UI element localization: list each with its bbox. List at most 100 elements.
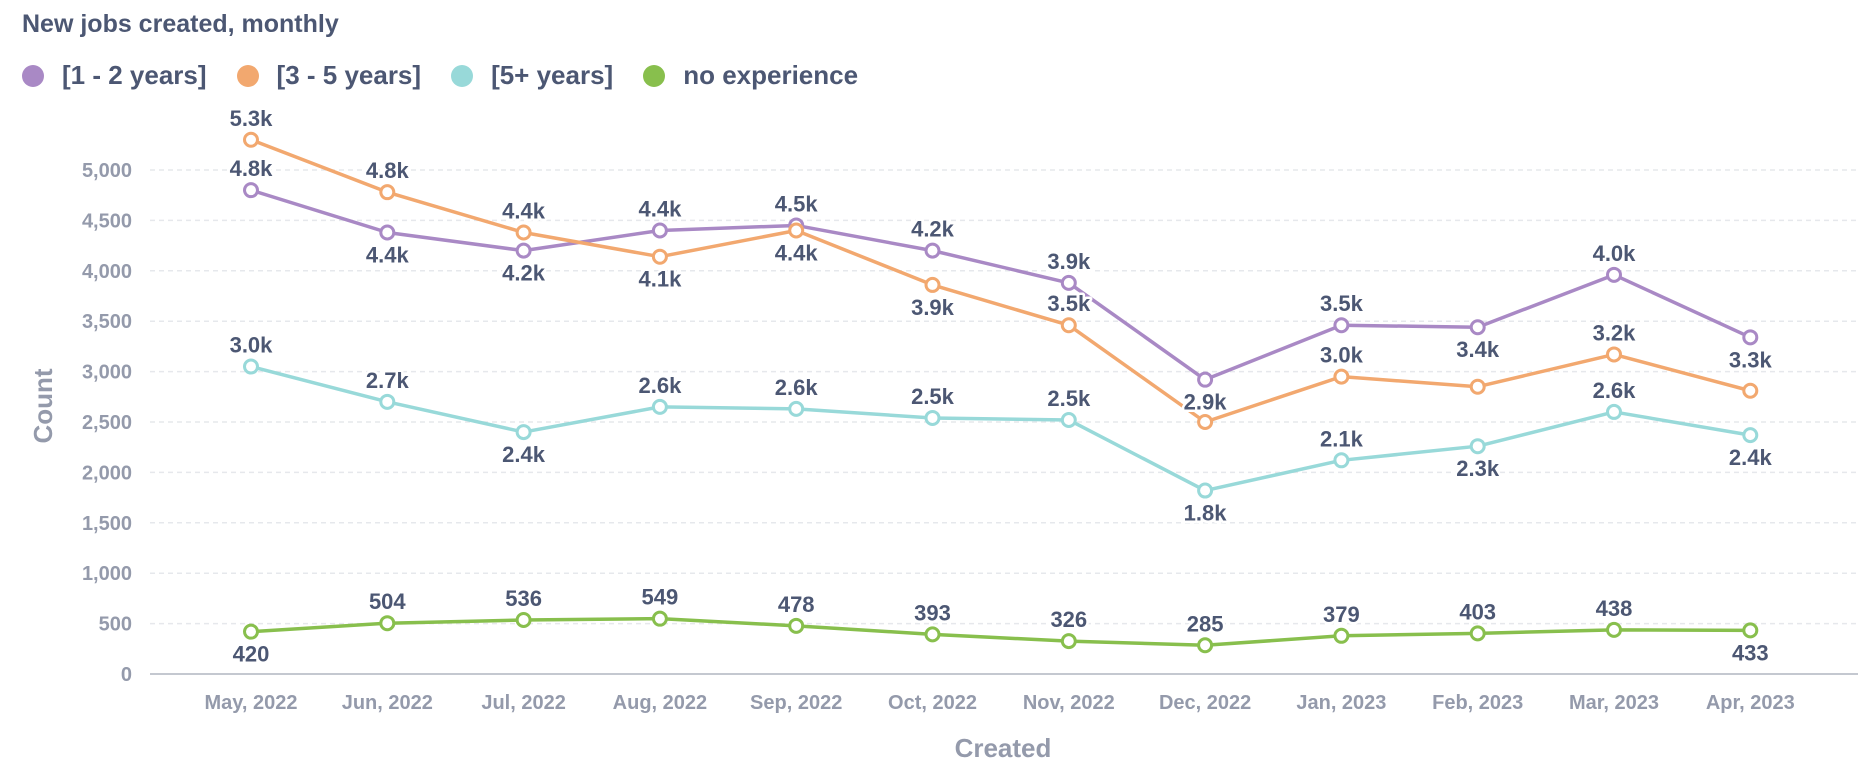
data-point[interactable]: [243, 358, 259, 375]
x-tick-label: Aug, 2022: [613, 692, 707, 714]
data-point[interactable]: [379, 615, 396, 632]
data-point[interactable]: [1742, 382, 1759, 399]
data-label: 3.9k: [911, 295, 955, 320]
data-point[interactable]: [1197, 371, 1214, 388]
y-tick-label: 2,500: [82, 412, 132, 434]
data-label: 4.2k: [502, 261, 546, 286]
y-tick-label: 500: [99, 614, 132, 636]
data-point[interactable]: [924, 626, 941, 643]
data-point[interactable]: [515, 611, 532, 628]
data-point[interactable]: [924, 242, 941, 259]
data-point[interactable]: [1606, 621, 1622, 638]
data-point[interactable]: [379, 184, 396, 201]
y-tick-label: 1,500: [82, 513, 132, 535]
data-point[interactable]: [1060, 411, 1077, 428]
data-point[interactable]: [515, 424, 532, 441]
data-point[interactable]: [1060, 317, 1077, 334]
data-point[interactable]: [788, 400, 805, 417]
data-point[interactable]: [1333, 452, 1350, 469]
x-tick-label: Jul, 2022: [481, 692, 566, 714]
series-line: [249, 188, 1753, 382]
data-label: 2.3k: [1456, 456, 1500, 481]
data-point[interactable]: [1469, 378, 1486, 395]
data-label: 2.7k: [366, 368, 410, 393]
legend: [1 - 2 years] [3 - 5 years] [5+ years] n…: [22, 60, 888, 91]
legend-item-1-2-years[interactable]: [1 - 2 years]: [22, 60, 207, 91]
data-point[interactable]: [788, 222, 805, 239]
data-label: 3.5k: [1047, 291, 1091, 316]
data-point[interactable]: [515, 224, 532, 241]
series-line: [249, 364, 1753, 493]
data-label: 536: [505, 586, 542, 611]
data-point[interactable]: [1197, 414, 1214, 430]
data-point[interactable]: [651, 398, 668, 415]
x-tick-label: Feb, 2023: [1432, 692, 1523, 714]
x-tick-label: Jun, 2022: [342, 692, 433, 714]
legend-label: [5+ years]: [491, 60, 614, 90]
data-point[interactable]: [1333, 317, 1350, 334]
data-point[interactable]: [243, 623, 259, 640]
data-point[interactable]: [651, 222, 668, 239]
data-point[interactable]: [243, 182, 259, 199]
legend-dot-1-2-years: [22, 64, 44, 87]
x-tick-label: Apr, 2023: [1706, 692, 1795, 714]
data-label: 4.5k: [775, 191, 819, 216]
data-label: 504: [369, 589, 406, 614]
data-label: 403: [1459, 599, 1496, 624]
data-label: 3.5k: [1320, 291, 1364, 316]
data-label: 3.0k: [230, 333, 274, 358]
y-tick-label: 0: [121, 664, 132, 686]
data-label: 2.9k: [1184, 390, 1228, 415]
data-label: 549: [642, 585, 679, 610]
legend-item-3-5-years[interactable]: [3 - 5 years]: [236, 60, 421, 91]
data-point[interactable]: [379, 393, 396, 410]
data-point[interactable]: [1742, 622, 1759, 639]
legend-item-5-plus-years[interactable]: [5+ years]: [451, 60, 613, 91]
data-point[interactable]: [379, 224, 396, 241]
data-point[interactable]: [788, 617, 805, 634]
data-label: 3.4k: [1456, 337, 1500, 362]
x-tick-label: Dec, 2022: [1159, 692, 1251, 714]
legend-dot-no-experience: [643, 64, 666, 87]
data-point[interactable]: [1469, 438, 1486, 455]
data-label: 5.3k: [230, 106, 274, 131]
data-point[interactable]: [1333, 627, 1350, 644]
data-point[interactable]: [1606, 403, 1622, 420]
data-label: 4.8k: [366, 158, 410, 183]
chart-title: New jobs created, monthly: [22, 10, 339, 38]
data-label: 2.6k: [1593, 378, 1637, 403]
data-label: 2.1k: [1320, 426, 1364, 451]
data-point[interactable]: [1060, 274, 1077, 291]
data-point[interactable]: [651, 248, 668, 265]
data-point[interactable]: [651, 610, 668, 627]
data-point[interactable]: [1742, 329, 1759, 346]
data-point[interactable]: [1606, 266, 1622, 283]
data-label: 3.3k: [1729, 347, 1773, 372]
y-tick-label: 5,000: [82, 160, 132, 182]
legend-label: [1 - 2 years]: [62, 60, 207, 90]
data-point[interactable]: [1197, 482, 1214, 499]
data-label: 3.0k: [1320, 343, 1364, 368]
data-point[interactable]: [1197, 637, 1214, 654]
legend-dot-3-5-years: [236, 64, 259, 87]
data-label: 379: [1323, 602, 1360, 627]
series-line: [249, 138, 1753, 424]
data-label: 3.9k: [1047, 249, 1091, 274]
data-label: 2.6k: [638, 373, 682, 398]
data-point[interactable]: [924, 409, 941, 426]
data-point[interactable]: [1742, 427, 1759, 444]
data-point[interactable]: [1060, 633, 1077, 650]
data-point[interactable]: [924, 276, 941, 293]
data-point[interactable]: [1469, 625, 1486, 642]
y-tick-label: 2,000: [82, 462, 132, 484]
data-point[interactable]: [1469, 319, 1486, 336]
data-point[interactable]: [1606, 346, 1622, 363]
series-lines: [249, 138, 1753, 648]
series-points: [243, 131, 1759, 654]
data-point[interactable]: [1333, 368, 1350, 385]
data-label: 4.4k: [366, 242, 410, 267]
legend-item-no-experience[interactable]: no experience: [643, 60, 858, 91]
data-label: 4.4k: [502, 198, 546, 223]
data-point[interactable]: [243, 131, 259, 148]
data-point[interactable]: [515, 242, 532, 259]
